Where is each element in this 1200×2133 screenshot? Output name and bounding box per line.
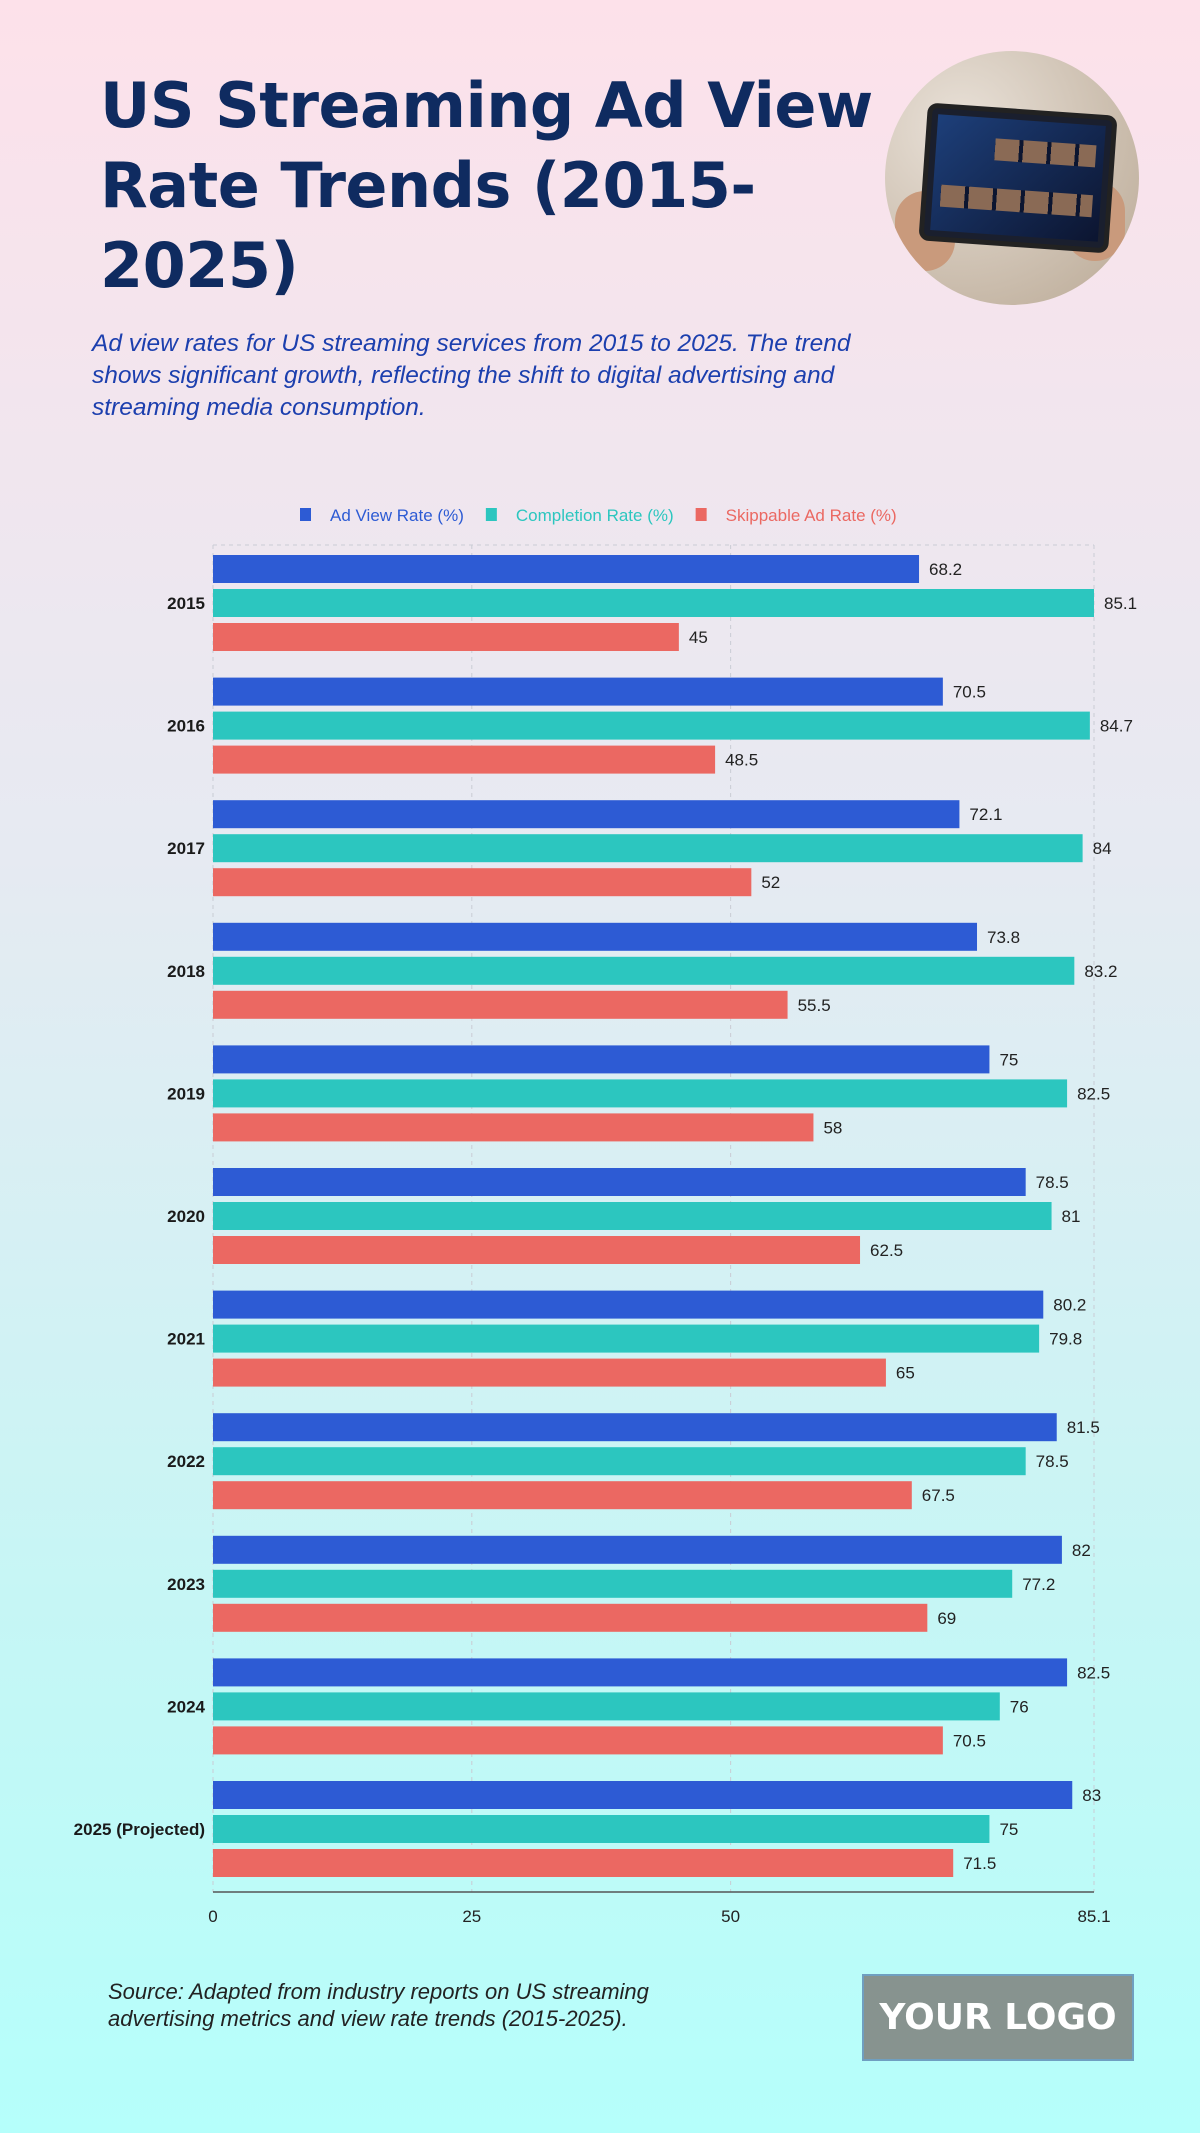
bar xyxy=(213,589,1094,617)
data-label: 75 xyxy=(999,1050,1018,1069)
data-label: 55.5 xyxy=(798,996,831,1015)
bar xyxy=(213,1781,1073,1809)
bar xyxy=(213,1447,1026,1476)
bar xyxy=(213,1658,1068,1687)
legend-swatch xyxy=(300,508,311,521)
data-label: 69 xyxy=(937,1609,956,1628)
bar xyxy=(213,1603,928,1632)
data-label: 65 xyxy=(896,1364,915,1383)
data-label: 84.7 xyxy=(1100,717,1133,736)
category-label: 2017 xyxy=(167,839,205,858)
bar xyxy=(213,1358,886,1387)
category-label: 2015 xyxy=(167,594,205,613)
data-label: 62.5 xyxy=(870,1241,903,1260)
bar xyxy=(213,1079,1068,1108)
data-label: 58 xyxy=(823,1118,842,1137)
data-label: 70.5 xyxy=(953,683,986,702)
data-label: 48.5 xyxy=(725,751,758,770)
bar xyxy=(213,922,978,951)
category-label: 2022 xyxy=(167,1452,205,1471)
data-label: 70.5 xyxy=(953,1731,986,1750)
x-tick-label: 0 xyxy=(208,1907,217,1926)
bar xyxy=(213,1569,1013,1598)
bar xyxy=(213,1236,861,1264)
data-label: 73.8 xyxy=(987,928,1020,947)
category-label: 2021 xyxy=(167,1330,205,1349)
logo: YOUR LOGO xyxy=(862,1974,1134,2061)
data-label: 75 xyxy=(999,1820,1018,1839)
category-label: 2024 xyxy=(167,1697,205,1716)
data-label: 71.5 xyxy=(963,1854,996,1873)
data-label: 45 xyxy=(689,628,708,647)
data-label: 83.2 xyxy=(1084,962,1117,981)
data-label: 79.8 xyxy=(1049,1330,1082,1349)
x-tick-label: 25 xyxy=(462,1907,481,1926)
source-note: Source: Adapted from industry reports on… xyxy=(108,1979,649,2031)
bar xyxy=(213,1290,1044,1319)
bar xyxy=(213,1726,943,1755)
bar xyxy=(213,1113,814,1142)
bar xyxy=(213,1535,1062,1564)
bar xyxy=(213,868,752,897)
page-subtitle: Ad view rates for US streaming services … xyxy=(92,330,851,421)
category-label: 2020 xyxy=(167,1207,205,1226)
data-label: 83 xyxy=(1082,1786,1101,1805)
data-label: 76 xyxy=(1010,1697,1029,1716)
legend-swatch xyxy=(695,508,707,521)
data-label: 72.1 xyxy=(969,805,1002,824)
bar xyxy=(213,1413,1057,1442)
data-label: 82.5 xyxy=(1077,1084,1110,1103)
data-label: 52 xyxy=(761,873,780,892)
data-label: 77.2 xyxy=(1022,1575,1055,1594)
data-label: 78.5 xyxy=(1036,1173,1069,1192)
bar xyxy=(213,623,679,651)
page-title: US Streaming Ad View Rate Trends (2015-2… xyxy=(100,69,873,302)
bar xyxy=(213,1481,912,1510)
bar xyxy=(213,956,1075,985)
bar xyxy=(213,1168,1026,1196)
tablet-photo xyxy=(885,51,1139,305)
data-label: 81 xyxy=(1062,1207,1081,1226)
category-label: 2023 xyxy=(167,1575,205,1594)
data-label: 84 xyxy=(1093,839,1112,858)
category-label: 2025 (Projected) xyxy=(74,1820,205,1839)
legend-label: Completion Rate (%) xyxy=(516,506,674,525)
legend-label: Ad View Rate (%) xyxy=(330,506,464,525)
data-label: 80.2 xyxy=(1053,1296,1086,1315)
bar xyxy=(213,555,920,583)
bar xyxy=(213,1045,990,1074)
data-label: 78.5 xyxy=(1036,1452,1069,1471)
bar-chart: 0 25 50 85.1 Ad View Rate (%) Completion Rate… xyxy=(74,506,1137,1926)
bar xyxy=(213,711,1090,740)
bar xyxy=(213,1849,954,1877)
bar xyxy=(213,677,943,706)
bar xyxy=(213,745,716,774)
category-label: 2019 xyxy=(167,1084,205,1103)
bar xyxy=(213,800,960,829)
bar xyxy=(213,1202,1052,1230)
data-label: 81.5 xyxy=(1067,1418,1100,1437)
data-label: 67.5 xyxy=(922,1486,955,1505)
data-label: 68.2 xyxy=(929,560,962,579)
legend-swatch xyxy=(485,508,497,521)
bar xyxy=(213,1692,1000,1721)
bar xyxy=(213,834,1083,863)
data-label: 85.1 xyxy=(1104,594,1137,613)
category-label: 2018 xyxy=(167,962,205,981)
x-tick-label: 50 xyxy=(721,1907,740,1926)
bar xyxy=(213,1815,990,1843)
bar xyxy=(213,990,788,1019)
data-label: 82.5 xyxy=(1077,1663,1110,1682)
bar xyxy=(213,1324,1040,1353)
legend-label: Skippable Ad Rate (%) xyxy=(726,506,897,525)
category-label: 2016 xyxy=(167,717,205,736)
x-tick-label: 85.1 xyxy=(1077,1907,1110,1926)
data-label: 82 xyxy=(1072,1541,1091,1560)
